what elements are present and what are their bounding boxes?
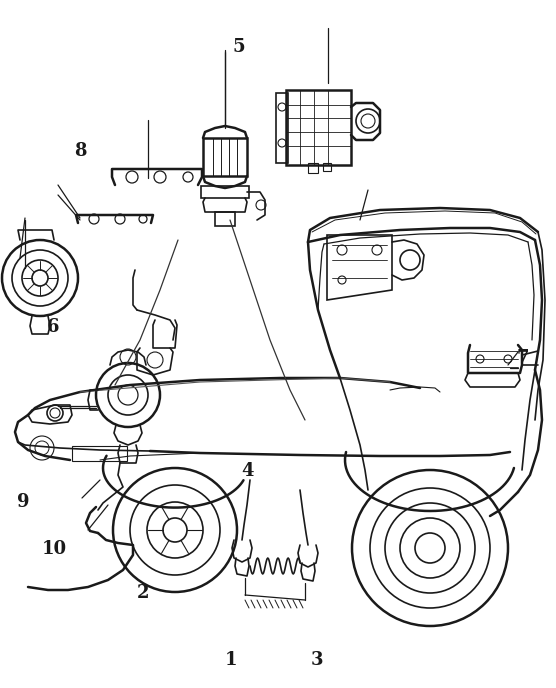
Text: 1: 1 <box>225 652 237 669</box>
Text: 5: 5 <box>233 38 245 56</box>
Bar <box>72 446 127 461</box>
Bar <box>201 186 249 198</box>
Text: 9: 9 <box>17 493 29 511</box>
Bar <box>286 90 351 165</box>
Text: 2: 2 <box>137 584 150 602</box>
Text: 7: 7 <box>517 349 529 367</box>
Text: 8: 8 <box>75 142 87 160</box>
Text: 4: 4 <box>241 462 254 480</box>
Bar <box>203 138 247 176</box>
Bar <box>215 212 235 226</box>
Text: 3: 3 <box>311 652 323 669</box>
Bar <box>276 93 288 163</box>
Bar <box>308 163 318 173</box>
Text: 6: 6 <box>47 318 59 336</box>
Bar <box>323 163 331 171</box>
Text: 10: 10 <box>42 540 67 558</box>
